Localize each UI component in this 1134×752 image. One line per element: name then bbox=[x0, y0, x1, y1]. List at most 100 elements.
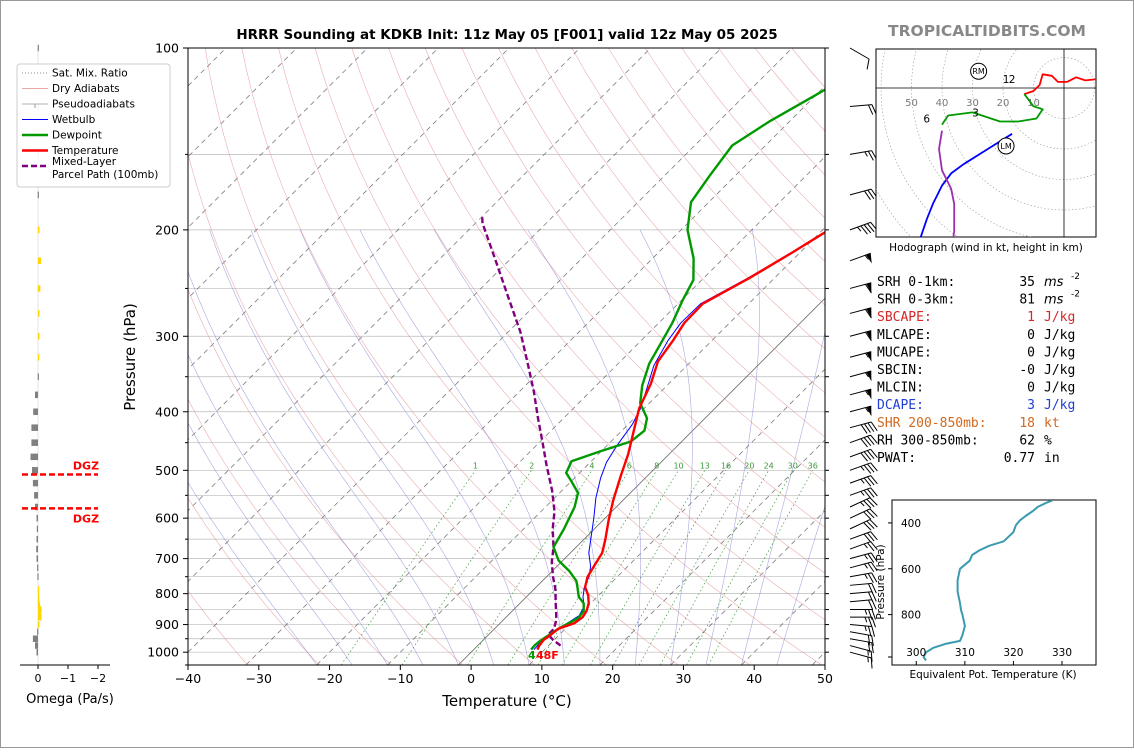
y-tick-label: 100 bbox=[155, 41, 179, 56]
x-tick-label: −40 bbox=[175, 671, 201, 686]
omega-bar-sinking bbox=[32, 467, 38, 474]
hodograph-height-label: 2 bbox=[1009, 74, 1016, 86]
theta-e-frame bbox=[892, 500, 1096, 665]
omega-bar-rising bbox=[38, 258, 41, 265]
legend-label: Dry Adiabats bbox=[52, 83, 120, 95]
x-tick-label: 30 bbox=[675, 671, 691, 686]
dgz-label: DGZ bbox=[73, 512, 99, 525]
index-name: DCAPE: bbox=[877, 398, 924, 413]
omega-x-tick-label: −1 bbox=[60, 672, 76, 685]
mixing-ratio-label: 1 bbox=[473, 461, 478, 470]
omega-bar-sinking bbox=[31, 439, 38, 446]
legend-label: Pseudoadiabats bbox=[52, 99, 135, 111]
index-name: SBCAPE: bbox=[877, 310, 932, 325]
index-unit: ms bbox=[1044, 293, 1064, 308]
legend-label: Mixed-Layer bbox=[52, 156, 117, 168]
hodograph-height-label: 6 bbox=[923, 114, 930, 126]
index-name: SRH 0-3km: bbox=[877, 293, 955, 308]
x-tick-label: −20 bbox=[316, 671, 342, 686]
index-unit: J/kg bbox=[1044, 310, 1075, 325]
omega-bar-sinking bbox=[37, 649, 39, 656]
omega-bar-sinking bbox=[38, 192, 39, 199]
omega-bar-sinking bbox=[33, 480, 38, 487]
omega-x-axis-label: Omega (Pa/s) bbox=[26, 692, 114, 707]
index-name: PWAT: bbox=[877, 451, 916, 466]
y-tick-label: 300 bbox=[155, 329, 179, 344]
mixing-ratio-label: 4 bbox=[589, 461, 594, 470]
skewt-y-axis-label: Pressure (hPa) bbox=[121, 303, 139, 411]
hodograph-frame bbox=[876, 49, 1096, 237]
index-name: MLCIN: bbox=[877, 381, 924, 396]
theta-e-y-tick-label: 800 bbox=[901, 610, 921, 622]
omega-bar-sinking bbox=[35, 642, 38, 649]
omega-bar-sinking bbox=[38, 45, 39, 52]
mixing-ratio-label: 20 bbox=[744, 461, 754, 470]
omega-bar-sinking bbox=[37, 628, 38, 635]
index-value: 0 bbox=[1027, 328, 1035, 343]
index-value: 0 bbox=[1027, 381, 1035, 396]
index-value: 35 bbox=[1019, 275, 1035, 290]
x-tick-label: −30 bbox=[246, 671, 272, 686]
theta-e-x-axis-label: Equivalent Pot. Temperature (K) bbox=[909, 669, 1076, 681]
theta-e-x-tick-label: 320 bbox=[1003, 647, 1023, 659]
legend-label: Wetbulb bbox=[52, 114, 96, 126]
index-value: 0.77 bbox=[1004, 451, 1035, 466]
hodograph-ring-label: 20 bbox=[997, 98, 1010, 109]
y-tick-label: 600 bbox=[155, 511, 179, 526]
y-tick-label: 200 bbox=[155, 222, 179, 237]
index-unit: J/kg bbox=[1044, 363, 1075, 378]
dgz-label: DGZ bbox=[73, 459, 99, 472]
mixing-ratio-label: 16 bbox=[721, 461, 731, 470]
legend-label: Sat. Mix. Ratio bbox=[52, 68, 128, 80]
theta-e-x-tick-label: 330 bbox=[1052, 647, 1072, 659]
mixing-ratio-label: 13 bbox=[700, 461, 710, 470]
index-unit: in bbox=[1044, 451, 1060, 466]
omega-bar-sinking bbox=[33, 409, 38, 416]
index-value: -0 bbox=[1019, 363, 1035, 378]
omega-bar-sinking bbox=[37, 536, 39, 543]
index-unit: J/kg bbox=[1044, 381, 1075, 396]
index-value: 18 bbox=[1019, 416, 1035, 431]
omega-bar-rising bbox=[38, 285, 40, 292]
omega-bar-rising bbox=[38, 354, 39, 361]
index-unit: J/kg bbox=[1044, 328, 1075, 343]
index-value: 1 bbox=[1027, 310, 1035, 325]
theta-e-y-tick-label: 400 bbox=[901, 518, 921, 530]
mixing-ratio-label: 36 bbox=[808, 461, 818, 470]
index-value: 3 bbox=[1027, 398, 1035, 413]
y-tick-label: 400 bbox=[155, 404, 179, 419]
index-name: MUCAPE: bbox=[877, 345, 932, 360]
omega-x-tick-label: −2 bbox=[90, 672, 106, 685]
omega-bar-rising bbox=[38, 227, 40, 234]
omega-bar-sinking bbox=[37, 565, 38, 572]
storm-motion-label: LM bbox=[1000, 142, 1011, 151]
legend-label: Dewpoint bbox=[52, 130, 102, 142]
x-tick-label: 20 bbox=[605, 671, 621, 686]
x-tick-label: −10 bbox=[387, 671, 413, 686]
mixing-ratio-label: 8 bbox=[654, 461, 659, 470]
theta-e-x-tick-label: 310 bbox=[955, 647, 975, 659]
omega-bar-sinking bbox=[33, 635, 38, 642]
index-name: SRH 0-1km: bbox=[877, 275, 955, 290]
x-tick-label: 40 bbox=[746, 671, 762, 686]
skewt-x-axis-label: Temperature (°C) bbox=[441, 692, 571, 710]
site-watermark: TROPICALTIDBITS.COM bbox=[888, 22, 1086, 40]
theta-e-y-axis-label: Pressure (hPa) bbox=[875, 544, 887, 619]
x-tick-label: 50 bbox=[817, 671, 833, 686]
omega-bar-sinking bbox=[37, 526, 38, 533]
index-unit: kt bbox=[1044, 416, 1060, 431]
chart-title: HRRR Sounding at KDKB Init: 11z May 05 [… bbox=[236, 27, 777, 43]
y-tick-label: 800 bbox=[155, 586, 179, 601]
index-name: SBCIN: bbox=[877, 363, 924, 378]
omega-bar-rising bbox=[38, 621, 40, 628]
legend: Sat. Mix. Ratio Dry Adiabats Pseudoadiabat… bbox=[17, 64, 170, 187]
index-name: RH 300-850mb: bbox=[877, 433, 979, 448]
omega-bar-sinking bbox=[35, 392, 38, 399]
storm-motion-label: RM bbox=[972, 67, 985, 76]
omega-bar-sinking bbox=[37, 515, 39, 522]
index-unit-exponent: -2 bbox=[1071, 272, 1080, 282]
x-tick-label: 10 bbox=[534, 671, 550, 686]
omega-bar-sinking bbox=[37, 555, 39, 562]
